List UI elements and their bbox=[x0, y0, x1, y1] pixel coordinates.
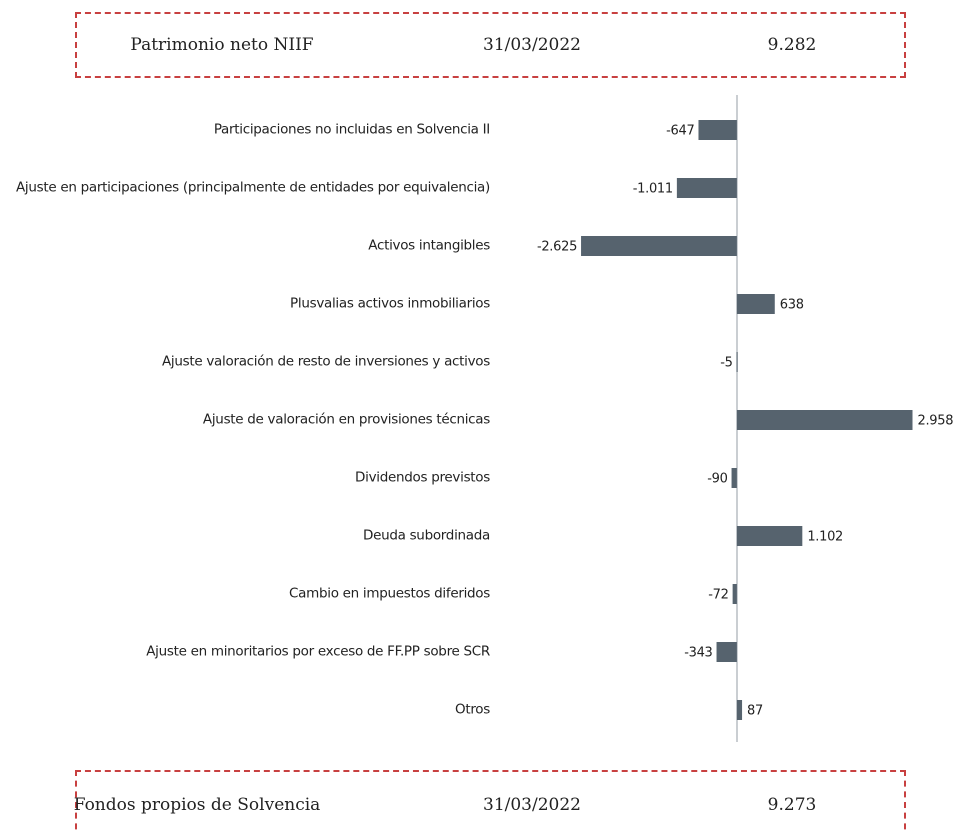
category-label: Ajuste valoración de resto de inversione… bbox=[162, 353, 490, 370]
value-label: 2.958 bbox=[918, 414, 954, 429]
footer-label: Fondos propios de Solvencia bbox=[73, 795, 321, 815]
category-label: Ajuste en participaciones (principalment… bbox=[15, 179, 490, 196]
header-label: Patrimonio neto NIIF bbox=[130, 35, 314, 55]
header-date: 31/03/2022 bbox=[483, 35, 581, 55]
bar bbox=[732, 584, 737, 604]
bar bbox=[698, 120, 737, 140]
value-label: -647 bbox=[666, 124, 694, 139]
value-label: 1.102 bbox=[807, 530, 843, 545]
value-label: -2.625 bbox=[537, 240, 577, 255]
footer-box: Fondos propios de Solvencia 31/03/2022 9… bbox=[73, 770, 906, 832]
value-label: 87 bbox=[747, 704, 763, 719]
value-label: -343 bbox=[684, 646, 712, 661]
value-label: -1.011 bbox=[633, 182, 673, 197]
category-label: Ajuste de valoración en provisiones técn… bbox=[202, 411, 490, 428]
value-label: -90 bbox=[707, 472, 727, 487]
bar bbox=[716, 642, 737, 662]
category-label: Cambio en impuestos diferidos bbox=[289, 585, 490, 602]
header-box: Patrimonio neto NIIF 31/03/2022 9.282 bbox=[75, 12, 906, 78]
bar bbox=[581, 236, 737, 256]
bar bbox=[676, 178, 737, 198]
bar bbox=[736, 410, 913, 430]
category-label: Participaciones no incluidas en Solvenci… bbox=[213, 121, 490, 138]
category-label: Ajuste en minoritarios por exceso de FF.… bbox=[146, 643, 490, 660]
footer-date: 31/03/2022 bbox=[483, 795, 581, 815]
bar bbox=[736, 526, 803, 546]
header-amount: 9.282 bbox=[767, 35, 817, 55]
value-label: 638 bbox=[780, 298, 804, 313]
category-label: Deuda subordinada bbox=[362, 527, 490, 544]
bar bbox=[736, 294, 775, 314]
bar bbox=[731, 468, 737, 488]
value-label: -72 bbox=[708, 588, 728, 603]
category-label: Otros bbox=[455, 701, 490, 718]
value-label: -5 bbox=[720, 356, 732, 371]
footer-amount: 9.273 bbox=[767, 795, 817, 815]
category-label: Activos intangibles bbox=[368, 237, 490, 254]
bar bbox=[736, 700, 743, 720]
category-label: Dividendos previstos bbox=[355, 469, 490, 486]
bar bbox=[736, 352, 738, 372]
category-label: Plusvalias activos inmobiliarios bbox=[290, 295, 490, 312]
